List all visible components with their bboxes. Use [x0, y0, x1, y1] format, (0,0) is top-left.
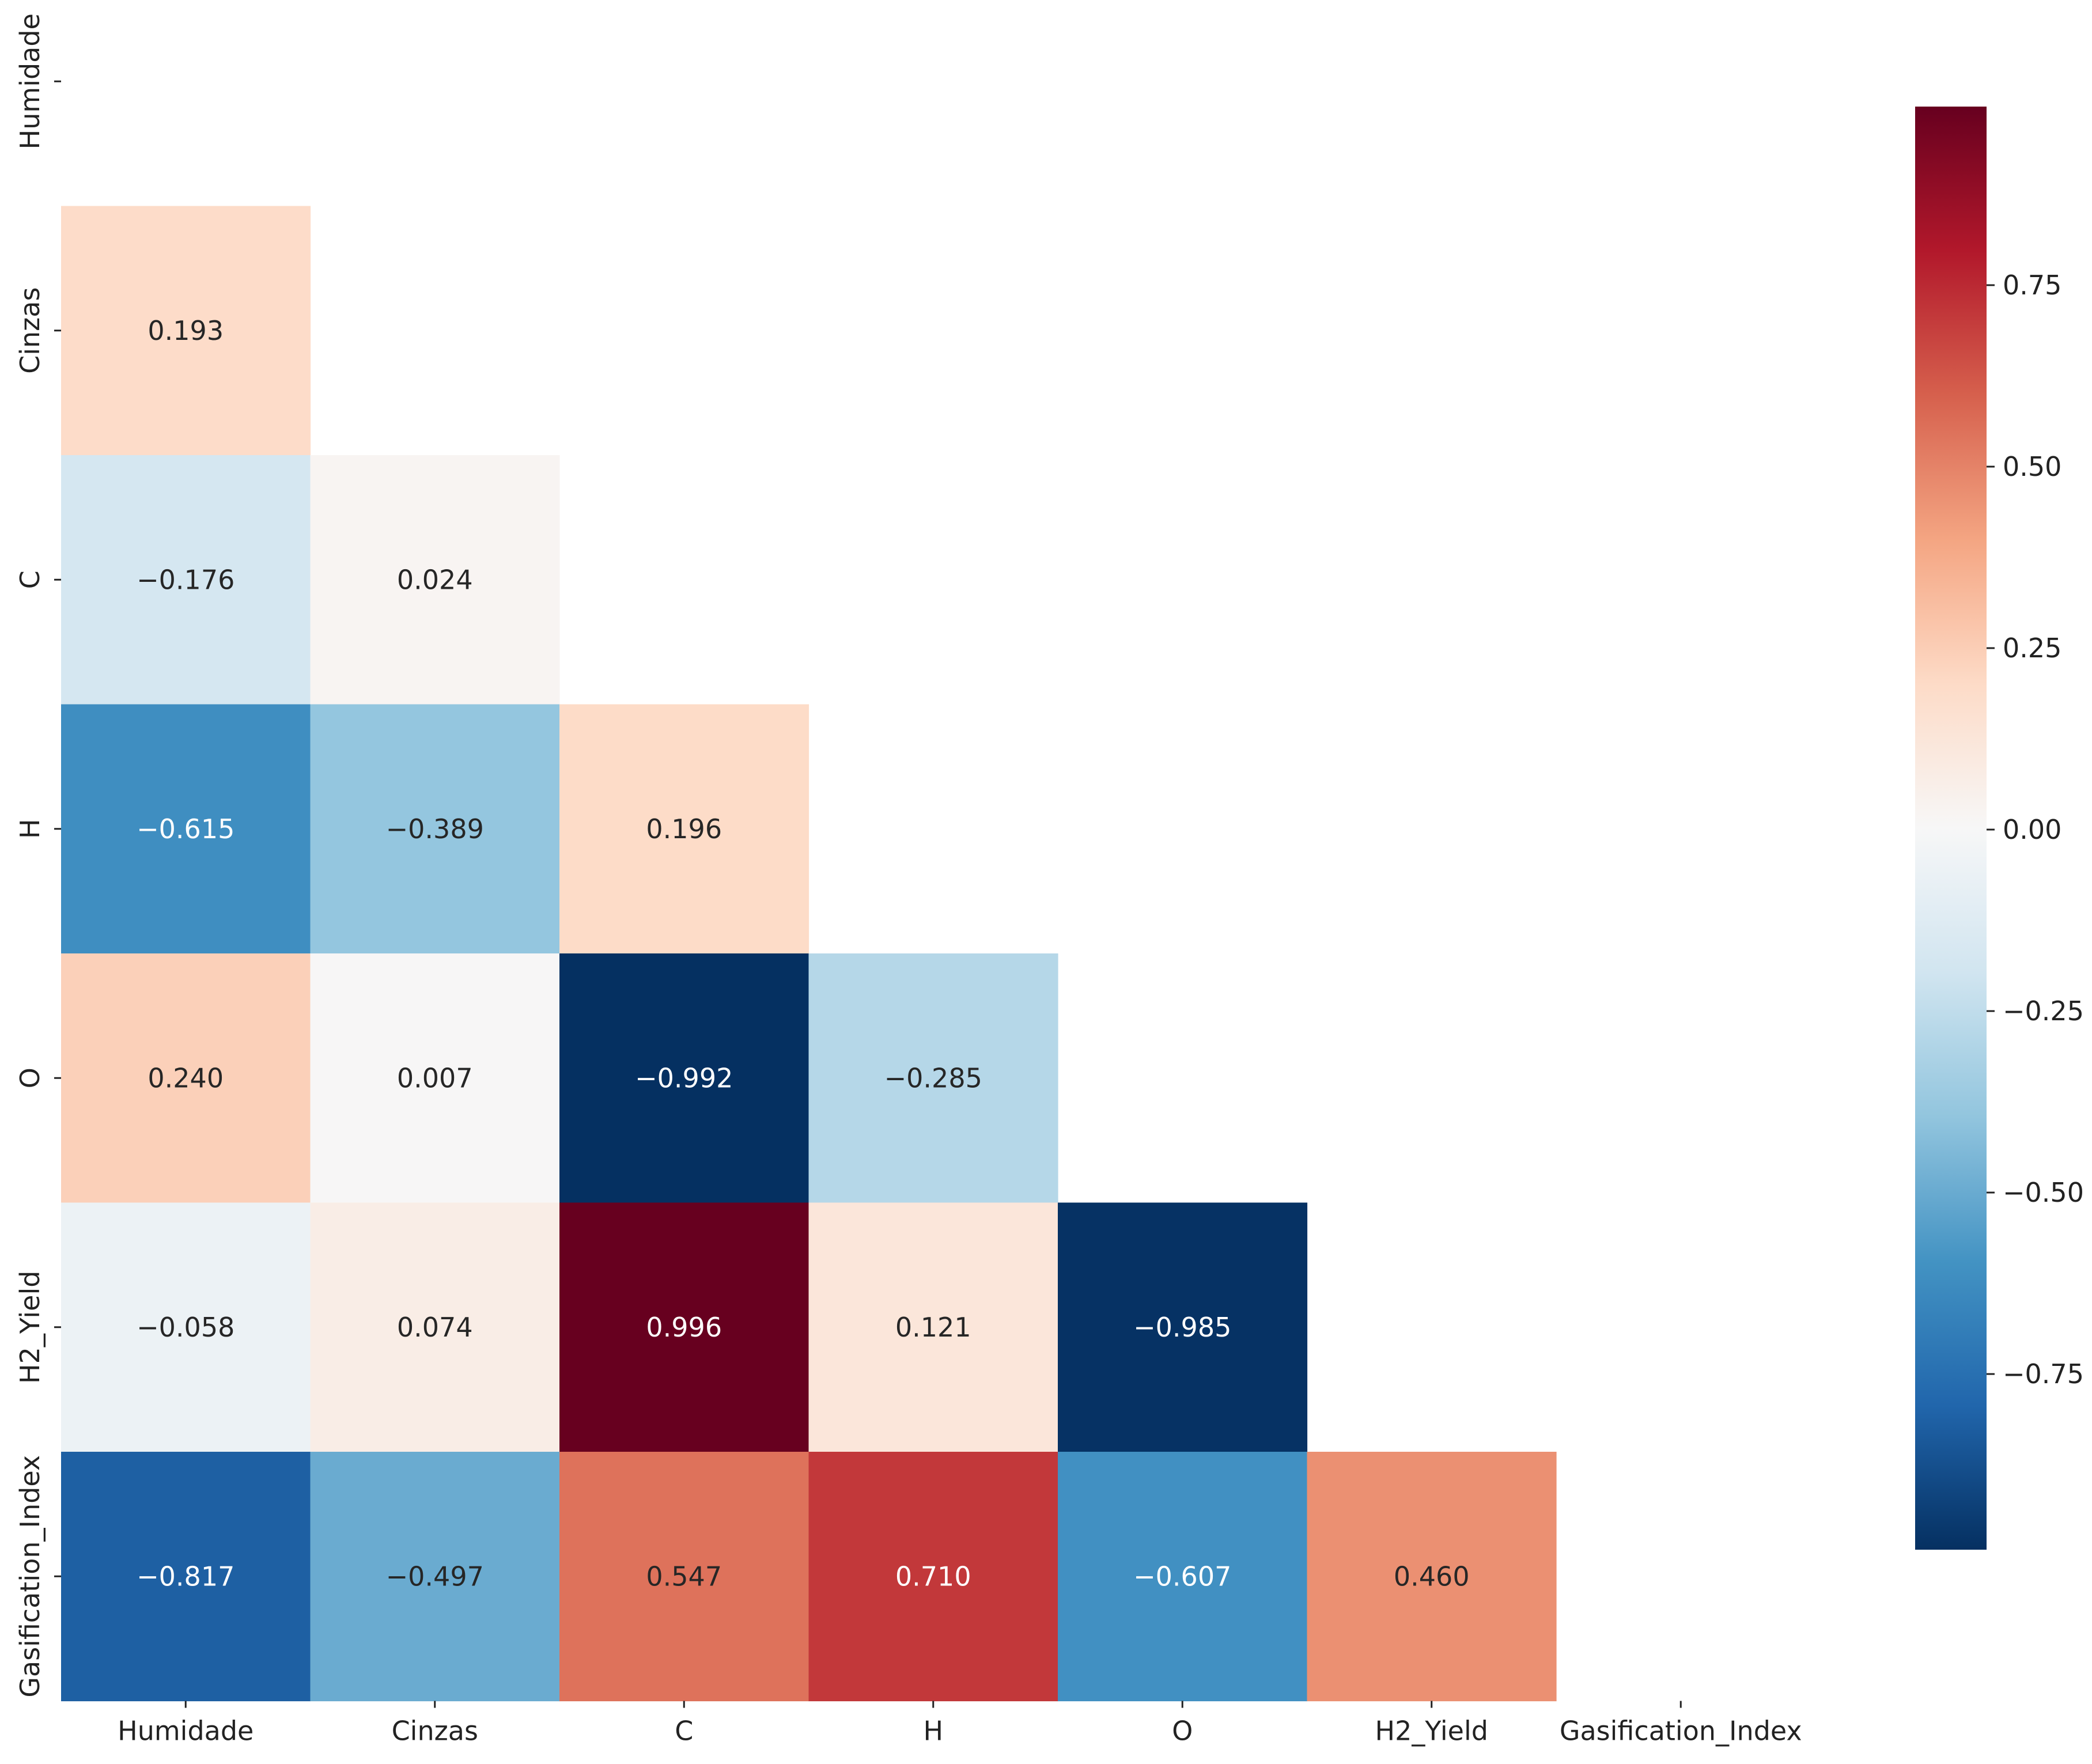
heatmap-cell-Gasification_Index-C	[559, 1452, 809, 1702]
cell-annotation: 0.240	[147, 1062, 224, 1093]
x-tick-label: Cinzas	[392, 1716, 478, 1747]
heatmap-cell-C-Cinzas	[310, 455, 560, 705]
colorbar-tick-label: 0.75	[2003, 270, 2061, 301]
heatmap-cell-O-Cinzas	[310, 953, 560, 1203]
x-axis: Humidade Cinzas C H O H2_Yield Gasification_In…	[118, 1701, 1802, 1747]
x-tick-label: O	[1172, 1716, 1193, 1747]
cell-annotation: −0.992	[635, 1062, 733, 1093]
cell-annotation: 0.710	[895, 1561, 971, 1592]
heatmap-cell-Gasification_Index-O	[1058, 1452, 1308, 1702]
heatmap-cells: 0.193 −0.176 0.024 −0.615 −0.389 0.196 0.240 0.…	[61, 206, 1557, 1702]
cell-annotation: 0.193	[147, 315, 224, 346]
cell-annotation: −0.176	[137, 564, 234, 595]
x-tick-label: H	[923, 1716, 943, 1747]
heatmap-cell-O-H	[808, 953, 1058, 1203]
heatmap-cell-H-Humidade	[61, 704, 311, 954]
colorbar-tick-label: 0.00	[2003, 814, 2061, 845]
cell-annotation: 0.460	[1394, 1561, 1470, 1592]
heatmap-cell-H2_Yield-Cinzas	[310, 1202, 560, 1452]
colorbar-tick-label: 0.50	[2003, 451, 2061, 482]
x-tick-label: Humidade	[118, 1716, 254, 1747]
cell-annotation: 0.007	[397, 1062, 473, 1093]
heatmap-cell-H-Cinzas	[310, 704, 560, 954]
y-tick-label: H	[14, 819, 46, 839]
x-tick-label: C	[675, 1716, 693, 1747]
cell-annotation: 0.024	[397, 564, 473, 595]
colorbar-tick-label: −0.25	[2003, 995, 2084, 1027]
cell-annotation: −0.607	[1133, 1561, 1231, 1592]
cell-annotation: −0.389	[386, 813, 484, 845]
heatmap-cell-Gasification_Index-H	[808, 1452, 1058, 1702]
heatmap-cell-Cinzas-Humidade	[61, 206, 311, 456]
heatmap-cell-O-C	[559, 953, 809, 1203]
colorbar-tick-label: −0.50	[2003, 1177, 2084, 1208]
colorbar-gradient	[1915, 107, 1987, 1550]
heatmap-cell-Gasification_Index-Cinzas	[310, 1452, 560, 1702]
cell-annotation: 0.996	[646, 1312, 722, 1343]
x-tick-label: Gasification_Index	[1560, 1716, 1802, 1747]
y-tick-label: H2_Yield	[14, 1271, 46, 1384]
heatmap-cell-C-Humidade	[61, 455, 311, 705]
colorbar-tick-label: 0.25	[2003, 633, 2061, 664]
heatmap-cell-H2_Yield-O	[1058, 1202, 1308, 1452]
colorbar-tick-label: −0.75	[2003, 1358, 2084, 1390]
cell-annotation: 0.196	[646, 813, 722, 845]
y-tick-label: O	[14, 1068, 46, 1088]
heatmap-cell-Gasification_Index-H2_Yield	[1307, 1452, 1557, 1702]
y-tick-label: Gasification_Index	[14, 1455, 46, 1698]
cell-annotation: −0.985	[1133, 1312, 1231, 1343]
heatmap-cell-O-Humidade	[61, 953, 311, 1203]
heatmap-cell-H2_Yield-C	[559, 1202, 809, 1452]
heatmap-cell-Gasification_Index-Humidade	[61, 1452, 311, 1702]
cell-annotation: 0.121	[895, 1312, 971, 1343]
cell-annotation: −0.285	[884, 1062, 982, 1093]
y-tick-label: Cinzas	[14, 287, 46, 374]
heatmap-cell-H2_Yield-H	[808, 1202, 1058, 1452]
x-tick-label: H2_Yield	[1375, 1716, 1488, 1747]
cell-annotation: −0.058	[137, 1312, 234, 1343]
cell-annotation: −0.615	[137, 813, 234, 845]
heatmap-cell-H-C	[559, 704, 809, 954]
cell-annotation: −0.497	[386, 1561, 484, 1592]
heatmap-cell-H2_Yield-Humidade	[61, 1202, 311, 1452]
y-tick-label: C	[14, 570, 46, 589]
colorbar: −0.75 −0.50 −0.25 0.00 0.25 0.50 0.75	[1915, 107, 2084, 1550]
cell-annotation: −0.817	[137, 1561, 234, 1592]
y-axis: Humidade Cinzas C H O H2_Yield Gasification_In…	[14, 13, 61, 1698]
y-tick-label: Humidade	[14, 13, 46, 149]
cell-annotation: 0.074	[397, 1312, 473, 1343]
cell-annotation: 0.547	[646, 1561, 722, 1592]
